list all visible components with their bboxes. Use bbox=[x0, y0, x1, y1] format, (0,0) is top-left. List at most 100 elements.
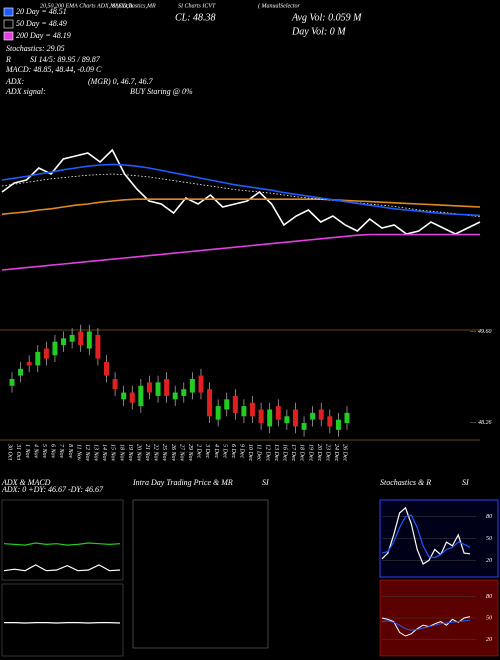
candle-body bbox=[146, 382, 152, 393]
header-text: 20,50,200 EMA Charts ADX,MACD,B bbox=[40, 3, 133, 9]
candle-body bbox=[35, 351, 41, 366]
candle-body bbox=[284, 416, 290, 424]
candle-body bbox=[344, 412, 350, 424]
legend-swatch bbox=[3, 31, 14, 41]
x-tick-label: 22 Nov bbox=[153, 444, 159, 462]
info-text: (MGR) 0, 46.7, 46.7 bbox=[88, 77, 154, 86]
x-tick-label: 6 Nov bbox=[50, 444, 56, 459]
candle-body bbox=[103, 362, 109, 376]
legend-label: 20 Day = 48.51 bbox=[16, 7, 67, 16]
candle-body bbox=[112, 379, 118, 390]
candle-body bbox=[292, 409, 298, 427]
series-line bbox=[381, 506, 471, 565]
candle-body bbox=[241, 406, 247, 417]
adx-panel bbox=[1, 499, 124, 581]
series-line bbox=[1, 233, 480, 271]
x-tick-label: 21 Nov bbox=[144, 444, 150, 462]
series-line bbox=[1, 163, 481, 217]
x-tick-label: 31 Oct bbox=[15, 443, 21, 460]
info-text: ADX signal: bbox=[5, 87, 46, 96]
x-tick-label: 11 Dec bbox=[256, 444, 262, 461]
y-tick-label: 49.60 bbox=[478, 328, 492, 335]
x-tick-label: 8 Nov bbox=[67, 444, 73, 459]
x-tick-label: 24 Dec bbox=[333, 444, 340, 461]
candle-body bbox=[121, 392, 127, 400]
x-tick-label: 5 Dec bbox=[221, 444, 227, 458]
x-tick-label: 5 Nov bbox=[41, 444, 47, 459]
legend-label: 200 Day = 48.19 bbox=[16, 31, 71, 40]
x-tick-label: 12 Dec bbox=[264, 444, 270, 461]
panel-title: Stochastics & R bbox=[380, 478, 431, 487]
series-line bbox=[381, 619, 471, 631]
candle-body bbox=[155, 382, 161, 396]
info-text: Stochastics: 29.05 bbox=[6, 44, 65, 53]
series-line bbox=[1, 198, 481, 215]
x-tick-label: 1 Nov bbox=[24, 444, 30, 459]
panel-title: Intra Day Trading Price & MR bbox=[132, 478, 233, 487]
legend-swatch bbox=[3, 7, 14, 17]
info-text: MACD: 48.85, 48.44, -0.09 C bbox=[5, 65, 102, 74]
y-tick-label: 20 bbox=[486, 637, 492, 643]
candle-body bbox=[95, 334, 101, 359]
panel-title: ADX & MACD bbox=[1, 478, 51, 487]
candle-body bbox=[224, 399, 230, 410]
info-text: ADX: bbox=[5, 77, 25, 86]
candle-body bbox=[275, 406, 281, 420]
candle-body bbox=[172, 392, 178, 400]
legend-swatch bbox=[3, 19, 14, 29]
close-text: CL: 48.38 bbox=[175, 12, 216, 23]
x-tick-label: 4 Dec bbox=[213, 444, 220, 458]
candle-body bbox=[198, 375, 204, 393]
candle-body bbox=[18, 368, 24, 376]
info-text: R bbox=[5, 55, 11, 64]
x-tick-label: 26 Dec bbox=[342, 444, 348, 461]
x-tick-label: 2 Dec bbox=[196, 444, 202, 458]
series-line bbox=[3, 542, 121, 546]
candle-body bbox=[189, 379, 195, 393]
candle-body bbox=[181, 389, 187, 396]
series-line bbox=[381, 616, 471, 637]
x-tick-label: 6 Dec bbox=[230, 444, 236, 458]
candle-body bbox=[86, 331, 92, 349]
x-tick-label: 18 Dec bbox=[299, 444, 305, 461]
info-text: BUY Staring @ 0% bbox=[130, 87, 193, 96]
day-vol: Day Vol: 0 M bbox=[291, 26, 346, 37]
candle-body bbox=[327, 416, 333, 427]
intraday-panel bbox=[132, 499, 269, 649]
x-tick-label: 29 Nov bbox=[187, 444, 193, 462]
x-tick-label: 16 Dec bbox=[281, 444, 287, 461]
candle-body bbox=[26, 362, 32, 366]
info-text: SI 14/5: 89.95 / 89.87 bbox=[30, 55, 101, 64]
x-tick-label: 12 Nov bbox=[84, 444, 90, 462]
candle-body bbox=[258, 409, 264, 424]
y-tick-label: 20 bbox=[486, 558, 492, 564]
x-tick-label: 11 Nov bbox=[75, 444, 81, 461]
panel-subtitle: ADX: 0 +DY: 46.67 -DY: 46.67 bbox=[1, 485, 104, 494]
header-text: SI,Stochastics,MR bbox=[112, 3, 156, 9]
header-text: SI Charts ICVT bbox=[178, 3, 216, 9]
y-tick-label: 48.26 bbox=[478, 419, 492, 426]
candle-body bbox=[207, 389, 213, 417]
candle-body bbox=[318, 409, 324, 420]
macd-panel bbox=[1, 583, 124, 657]
x-tick-label: 23 Dec bbox=[324, 444, 330, 461]
legend-label: 50 Day = 48.49 bbox=[16, 19, 67, 28]
x-tick-label: 4 Nov bbox=[32, 444, 39, 459]
candle-body bbox=[52, 341, 58, 356]
x-tick-label: 18 Nov bbox=[118, 444, 124, 462]
x-tick-label: 26 Nov bbox=[170, 444, 176, 462]
y-tick-label: 50 bbox=[486, 615, 492, 621]
candle-body bbox=[78, 331, 84, 346]
x-tick-label: 17 Dec bbox=[290, 444, 296, 461]
candle-body bbox=[267, 409, 273, 427]
candle-body bbox=[232, 395, 238, 413]
x-tick-label: 25 Nov bbox=[161, 444, 167, 462]
candle-body bbox=[164, 379, 170, 396]
x-tick-label: 19 Nov bbox=[127, 444, 133, 462]
series-line bbox=[1, 148, 481, 235]
x-tick-label: 14 Nov bbox=[101, 444, 108, 462]
x-tick-label: 30 Oct bbox=[7, 443, 13, 460]
panel-subtitle: SI bbox=[462, 478, 469, 487]
y-tick-label: 80 bbox=[486, 514, 492, 520]
